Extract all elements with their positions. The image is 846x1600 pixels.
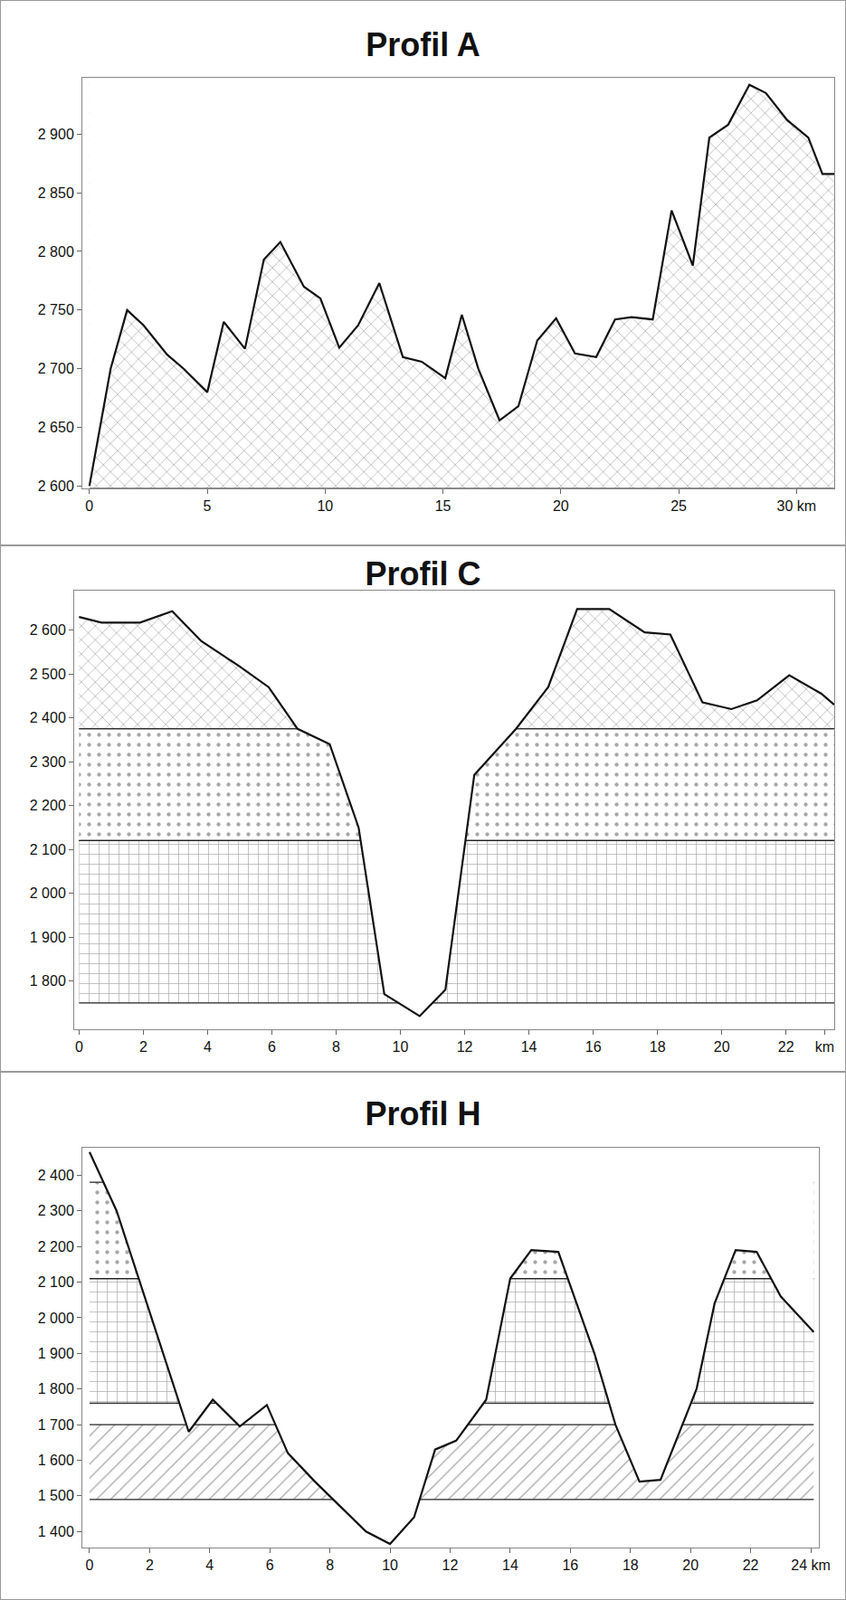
svg-text:Profil H: Profil H: [364, 1095, 481, 1133]
svg-text:2 750: 2 750: [38, 302, 75, 318]
svg-text:1 600: 1 600: [38, 1453, 75, 1469]
svg-text:4: 4: [205, 1558, 214, 1574]
svg-text:18: 18: [649, 1039, 666, 1056]
svg-text:5: 5: [203, 498, 212, 514]
svg-text:1 700: 1 700: [38, 1417, 75, 1434]
svg-text:0: 0: [75, 1039, 84, 1056]
svg-text:22: 22: [742, 1558, 760, 1574]
svg-text:14: 14: [502, 1558, 519, 1574]
svg-text:20: 20: [682, 1558, 699, 1574]
svg-text:6: 6: [266, 1558, 275, 1574]
svg-text:2 100: 2 100: [29, 842, 67, 858]
svg-text:18: 18: [622, 1558, 639, 1574]
svg-text:1 900: 1 900: [29, 930, 67, 946]
svg-text:1 900: 1 900: [38, 1346, 75, 1362]
svg-text:2 600: 2 600: [38, 478, 75, 495]
svg-text:2 400: 2 400: [38, 1168, 75, 1184]
svg-text:2 400: 2 400: [29, 710, 67, 726]
svg-text:20: 20: [713, 1039, 731, 1056]
svg-text:2 000: 2 000: [38, 1311, 75, 1327]
svg-text:0: 0: [85, 498, 94, 514]
svg-text:2 300: 2 300: [38, 1203, 75, 1219]
svg-text:8: 8: [332, 1039, 341, 1056]
svg-text:0: 0: [85, 1558, 95, 1574]
svg-text:2 850: 2 850: [38, 185, 75, 201]
svg-text:10: 10: [392, 1039, 409, 1056]
svg-text:2: 2: [145, 1558, 154, 1574]
svg-text:2 800: 2 800: [38, 244, 75, 260]
svg-text:24 km: 24 km: [790, 1558, 831, 1574]
svg-text:12: 12: [442, 1558, 459, 1574]
svg-text:16: 16: [585, 1039, 602, 1056]
svg-text:16: 16: [561, 1558, 579, 1574]
svg-text:Profil A: Profil A: [365, 26, 481, 64]
svg-text:2 300: 2 300: [29, 754, 67, 770]
svg-text:1 800: 1 800: [29, 973, 67, 989]
svg-text:2 200: 2 200: [38, 1239, 75, 1255]
svg-text:25: 25: [670, 498, 687, 514]
svg-text:1 800: 1 800: [38, 1381, 75, 1398]
svg-text:15: 15: [435, 498, 452, 514]
svg-text:1 500: 1 500: [38, 1488, 75, 1504]
svg-text:10: 10: [316, 498, 333, 514]
svg-text:2 200: 2 200: [29, 798, 67, 814]
svg-text:14: 14: [521, 1039, 538, 1056]
svg-text:22: 22: [778, 1039, 795, 1056]
svg-text:8: 8: [325, 1558, 334, 1574]
svg-text:km: km: [815, 1039, 835, 1056]
svg-text:Profil C: Profil C: [364, 555, 481, 593]
svg-text:2 700: 2 700: [38, 361, 75, 377]
svg-text:2 650: 2 650: [38, 419, 75, 436]
svg-text:6: 6: [267, 1039, 276, 1056]
svg-text:20: 20: [552, 498, 570, 514]
svg-text:12: 12: [456, 1039, 474, 1056]
svg-text:2 100: 2 100: [38, 1274, 75, 1291]
svg-text:2 900: 2 900: [38, 126, 75, 143]
svg-text:2 000: 2 000: [29, 885, 67, 902]
svg-text:2 500: 2 500: [29, 666, 67, 683]
svg-text:4: 4: [203, 1039, 212, 1056]
svg-text:1 400: 1 400: [38, 1524, 75, 1540]
svg-text:2 600: 2 600: [29, 622, 67, 638]
svg-text:10: 10: [381, 1558, 399, 1574]
svg-text:30 km: 30 km: [777, 498, 818, 514]
svg-text:2: 2: [139, 1039, 148, 1056]
